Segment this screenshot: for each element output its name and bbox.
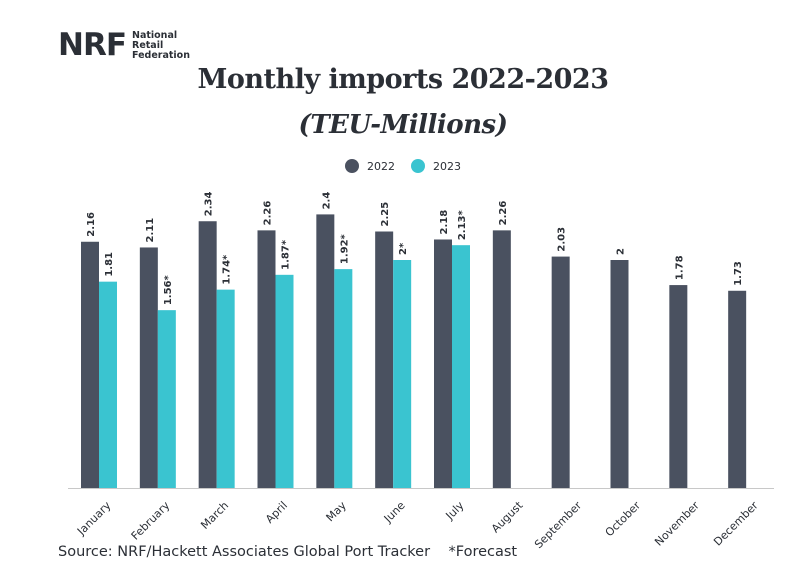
bar-2022-january (81, 241, 99, 488)
bar-2022-march (198, 221, 217, 489)
bar-2023-march (216, 289, 235, 488)
legend-label-2023: 2023 (433, 159, 461, 173)
bar-2022-april (257, 230, 276, 489)
bar-2022-november (669, 285, 688, 488)
x-tick-label-january: January (74, 499, 114, 539)
logo-text: National Retail Federation (132, 29, 190, 61)
x-tick-label-march: March (198, 499, 231, 532)
data-label-2022-december: 1.73 (733, 261, 744, 286)
data-label-2022-july: 2.18 (439, 210, 450, 235)
data-label-2023-june: 2* (398, 242, 409, 255)
x-tick-label-december: December (711, 499, 761, 549)
chart-subtitle: (TEU-Millions) (298, 110, 508, 140)
bar-2023-may (334, 269, 353, 488)
legend-item-2023: 2023 (411, 159, 461, 173)
bar-2022-july (434, 239, 452, 488)
bar-2023-april (275, 274, 294, 488)
legend-label-2022: 2022 (367, 159, 395, 173)
data-label-2022-february: 2.11 (145, 218, 156, 243)
chart-legend: 2022 2023 (0, 159, 806, 173)
data-label-2023-january: 1.81 (104, 252, 115, 277)
x-tick-label-september: September (532, 499, 585, 552)
data-label-2022-november: 1.78 (674, 255, 685, 280)
legend-swatch-2022 (345, 159, 359, 173)
bar-2022-february (139, 247, 158, 488)
bar-2022-may (316, 214, 335, 488)
data-label-2022-may: 2.4 (321, 192, 332, 210)
data-label-2022-march: 2.34 (204, 192, 215, 217)
x-tick-label-november: November (652, 499, 702, 549)
x-tick-label-february: February (129, 499, 173, 543)
bar-2022-september (551, 256, 570, 488)
logo-mark: NRF (58, 27, 127, 63)
data-label-2023-may: 1.92* (339, 233, 350, 264)
x-tick-label-august: August (489, 498, 526, 535)
data-label-2022-april: 2.26 (263, 201, 274, 226)
data-label-2022-january: 2.16 (86, 212, 97, 237)
data-label-2023-february: 1.56* (163, 274, 174, 305)
x-tick-label-july: July (443, 499, 467, 523)
bar-2023-july (452, 245, 470, 488)
nrf-logo: NRF National Retail Federation (58, 30, 190, 61)
data-label-2023-march: 1.74* (222, 254, 233, 285)
x-tick-label-june: June (381, 499, 408, 526)
data-label-2023-april: 1.87* (281, 239, 292, 270)
bar-2023-june (393, 260, 412, 488)
data-label-2022-october: 2 (616, 248, 627, 255)
chart-title: Monthly imports 2022-2023 (197, 64, 609, 95)
x-tick-label-may: May (324, 499, 350, 525)
bar-2022-october (610, 260, 629, 488)
x-tick-label-october: October (603, 499, 644, 540)
bar-2023-january (99, 281, 117, 488)
data-label-2022-june: 2.25 (380, 202, 391, 227)
data-label-2022-august: 2.26 (498, 201, 509, 226)
data-label-2022-september: 2.03 (557, 227, 568, 252)
legend-swatch-2023 (411, 159, 425, 173)
bar-2023-february (157, 310, 176, 488)
source-note: Source: NRF/Hackett Associates Global Po… (58, 544, 518, 560)
x-tick-label-april: April (263, 499, 290, 526)
bar-2022-december (728, 290, 747, 488)
bar-2022-june (375, 231, 394, 488)
bar-2022-august (492, 230, 511, 489)
data-label-2023-july: 2.13* (457, 210, 468, 241)
legend-item-2022: 2022 (345, 159, 395, 173)
